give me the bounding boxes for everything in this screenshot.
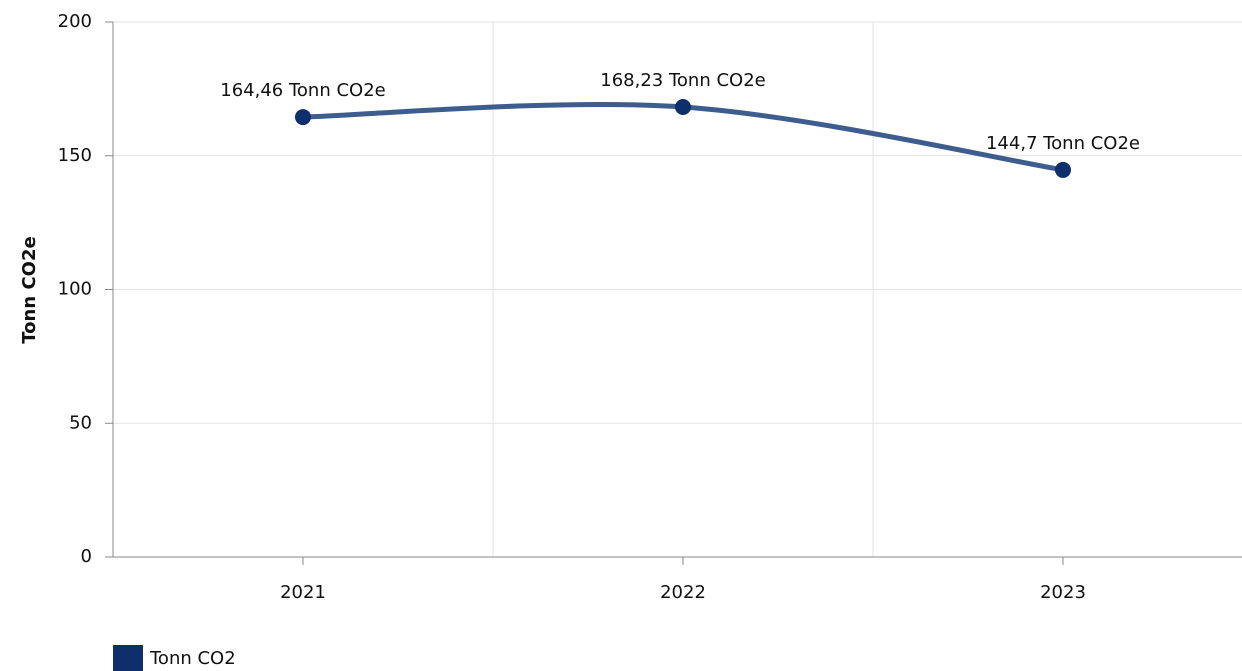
marker: [675, 98, 691, 115]
marker: [295, 109, 311, 126]
x-tick-label: 2022: [660, 582, 706, 603]
y-tick-label: 150: [58, 145, 92, 166]
x-tick-label: 2023: [1040, 582, 1086, 603]
legend-label: Tonn CO2: [149, 648, 236, 669]
y-tick-label: 50: [69, 412, 92, 433]
y-tick-label: 200: [58, 11, 92, 32]
data-label: 164,46 Tonn CO2e: [220, 80, 385, 101]
data-label: 144,7 Tonn CO2e: [986, 133, 1140, 154]
marker: [1055, 161, 1071, 178]
x-tick-label: 2021: [280, 582, 326, 603]
y-axis-title: Tonn CO2e: [19, 236, 40, 343]
y-tick-label: 100: [58, 279, 92, 300]
data-label: 168,23 Tonn CO2e: [600, 70, 765, 91]
y-tick-label: 0: [81, 546, 92, 567]
legend-swatch: [113, 645, 143, 671]
